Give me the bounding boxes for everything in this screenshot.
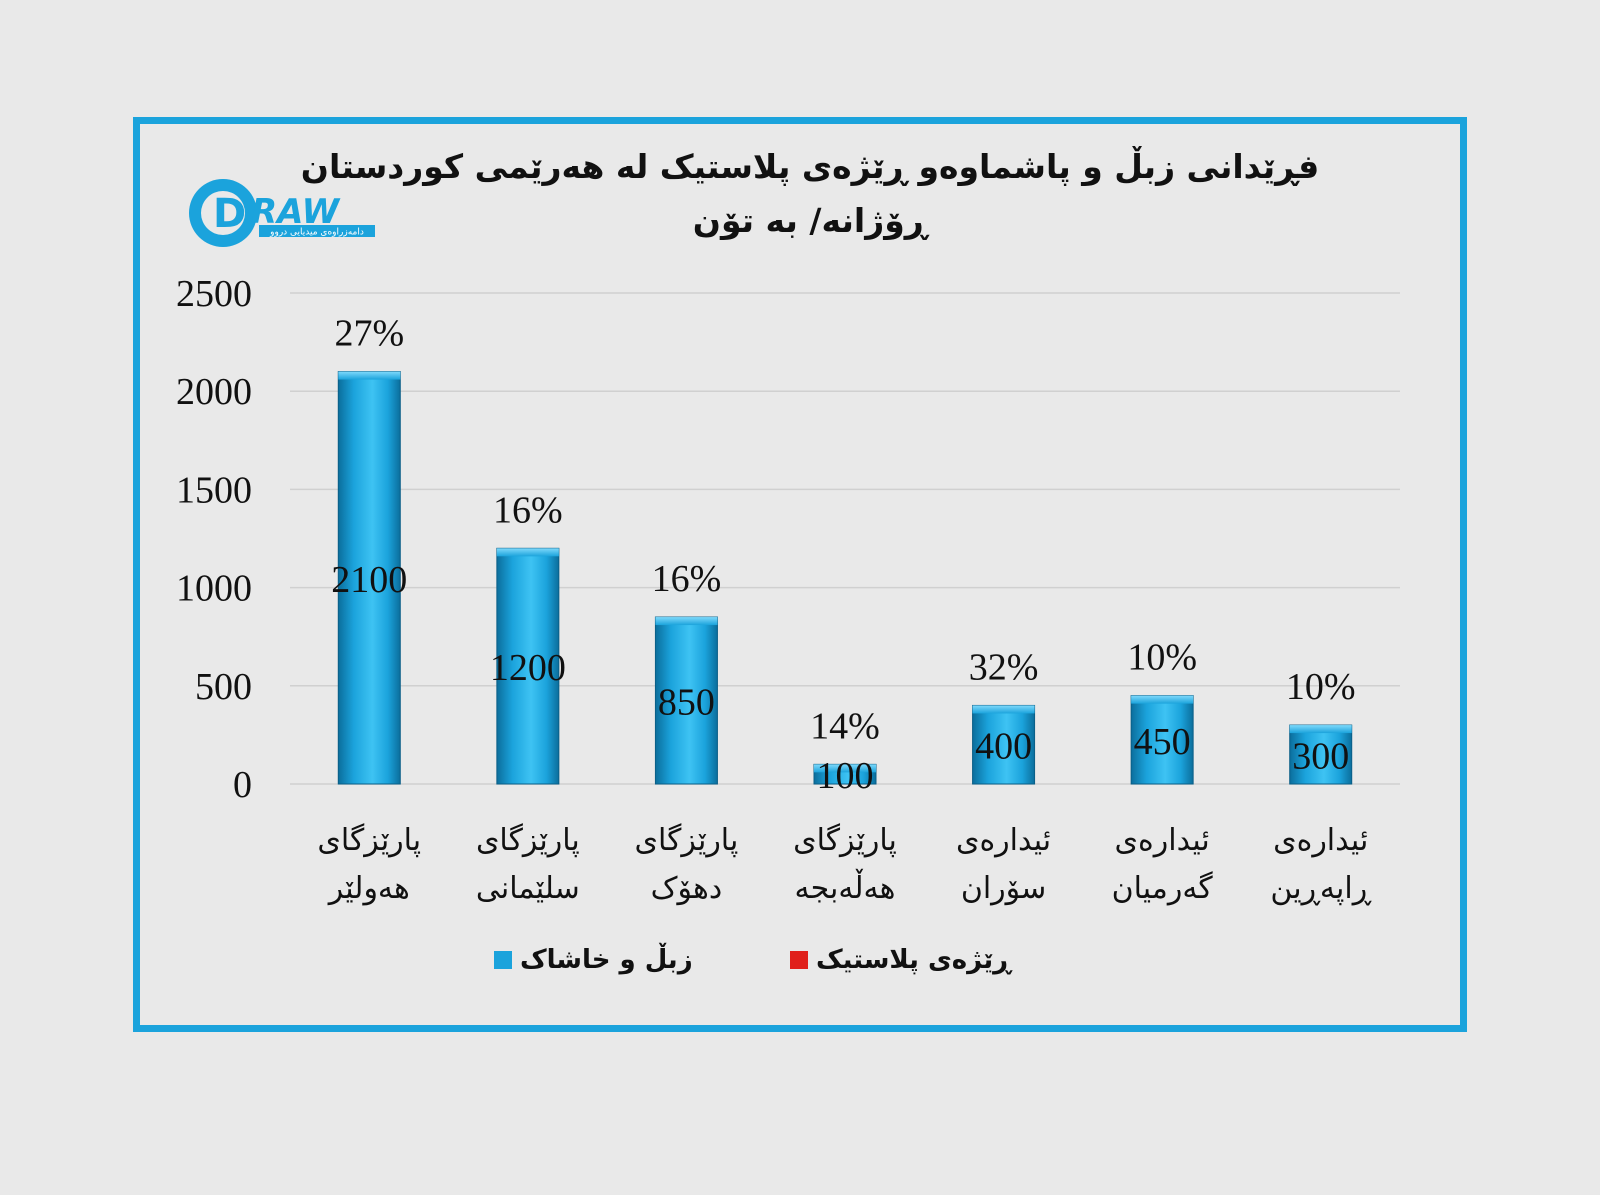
- x-tick-label: هەولێر: [327, 871, 410, 906]
- bar-cap: [496, 548, 559, 557]
- value-label: 450: [1134, 721, 1191, 763]
- bar-cap: [1131, 695, 1194, 704]
- bar: [1130, 695, 1194, 785]
- percent-label: 32%: [969, 646, 1039, 688]
- x-tick-label: ئیدارەی: [1273, 823, 1368, 858]
- value-label: 100: [817, 755, 874, 797]
- chart-title: فڕێدانی زبڵ و پاشماوەو ڕێژەی پلاستیک لە …: [260, 140, 1360, 248]
- value-label: 2100: [331, 559, 407, 601]
- logo-tagline-bar: [259, 225, 375, 237]
- logo-letter: D: [213, 191, 246, 237]
- legend-label-plastic: ڕێژەی پلاستیک: [816, 945, 1011, 975]
- bar: [1289, 724, 1353, 785]
- value-label: 1200: [490, 647, 566, 689]
- data-labels: 2100 27% 1200 16% 850 16% 100 14% 400 32% 450 10% 30…: [331, 313, 1355, 798]
- percent-label: 10%: [1127, 637, 1197, 679]
- x-tick-label: پارێزگای: [793, 823, 897, 858]
- gridlines: [290, 292, 1400, 785]
- x-tick-label: پارێزگای: [476, 823, 580, 858]
- y-tick-label: 2500: [176, 273, 252, 315]
- percent-label: 27%: [334, 313, 404, 355]
- legend-item-waste: زبڵ و خاشاک: [494, 945, 693, 975]
- x-tick-label: سۆران: [961, 871, 1047, 906]
- y-tick-label: 0: [233, 764, 252, 806]
- x-tick-label: هەڵەبجە: [795, 869, 896, 906]
- value-label: 300: [1292, 736, 1349, 778]
- draw-logo: D RAW دامەزراوەی میدیایی دروو: [189, 179, 375, 247]
- bar: [496, 547, 560, 785]
- value-label: 850: [658, 682, 715, 724]
- x-tick-label: گەرمیان: [1112, 871, 1214, 906]
- legend-swatch-waste: [494, 951, 512, 969]
- x-tick-label: ڕاپەڕین: [1270, 871, 1372, 906]
- chart-title-line-1: فڕێدانی زبڵ و پاشماوەو ڕێژەی پلاستیک لە …: [300, 147, 1320, 186]
- percent-label: 16%: [652, 558, 722, 600]
- bar: [337, 371, 401, 785]
- legend-label-waste: زبڵ و خاشاک: [520, 945, 693, 975]
- percent-label: 14%: [810, 705, 880, 747]
- legend-swatch-plastic: [790, 951, 808, 969]
- chart-title-line-2: ڕۆژانە/ بە تۆن: [692, 201, 928, 240]
- bar: [972, 704, 1036, 785]
- bar-cap: [972, 705, 1035, 714]
- bar: [654, 616, 718, 785]
- x-tick-label: دهۆک: [651, 871, 723, 906]
- x-tick-label: ئیدارەی: [956, 823, 1051, 858]
- bar-cap: [814, 764, 876, 773]
- x-tick-label: پارێزگای: [317, 823, 421, 858]
- percent-label: 16%: [493, 489, 563, 531]
- x-tick-label: ئیدارەی: [1115, 823, 1210, 858]
- x-axis-labels: پارێزگای هەولێر پارێزگای سلێمانی پارێزگای دهۆ…: [317, 823, 1372, 906]
- y-axis-ticks: 0 500 1000 1500 2000 2500: [176, 273, 252, 806]
- value-label: 400: [975, 726, 1032, 768]
- x-tick-label: سلێمانی: [476, 871, 580, 906]
- percent-label: 10%: [1286, 666, 1356, 708]
- bar-cap: [1289, 725, 1352, 734]
- bars: [337, 371, 1353, 785]
- y-tick-label: 2000: [176, 371, 252, 413]
- legend: زبڵ و خاشاک ڕێژەی پلاستیک: [0, 945, 1600, 985]
- logo-inner-circle: [201, 191, 245, 235]
- y-tick-label: 1000: [176, 568, 252, 610]
- legend-item-plastic: ڕێژەی پلاستیک: [790, 945, 1011, 975]
- x-tick-label: پارێزگای: [635, 823, 739, 858]
- logo-tagline: دامەزراوەی میدیایی دروو: [269, 228, 364, 238]
- y-tick-label: 1500: [176, 469, 252, 511]
- y-tick-label: 500: [195, 666, 252, 708]
- bar-cap: [655, 617, 718, 626]
- bar-cap: [338, 371, 401, 380]
